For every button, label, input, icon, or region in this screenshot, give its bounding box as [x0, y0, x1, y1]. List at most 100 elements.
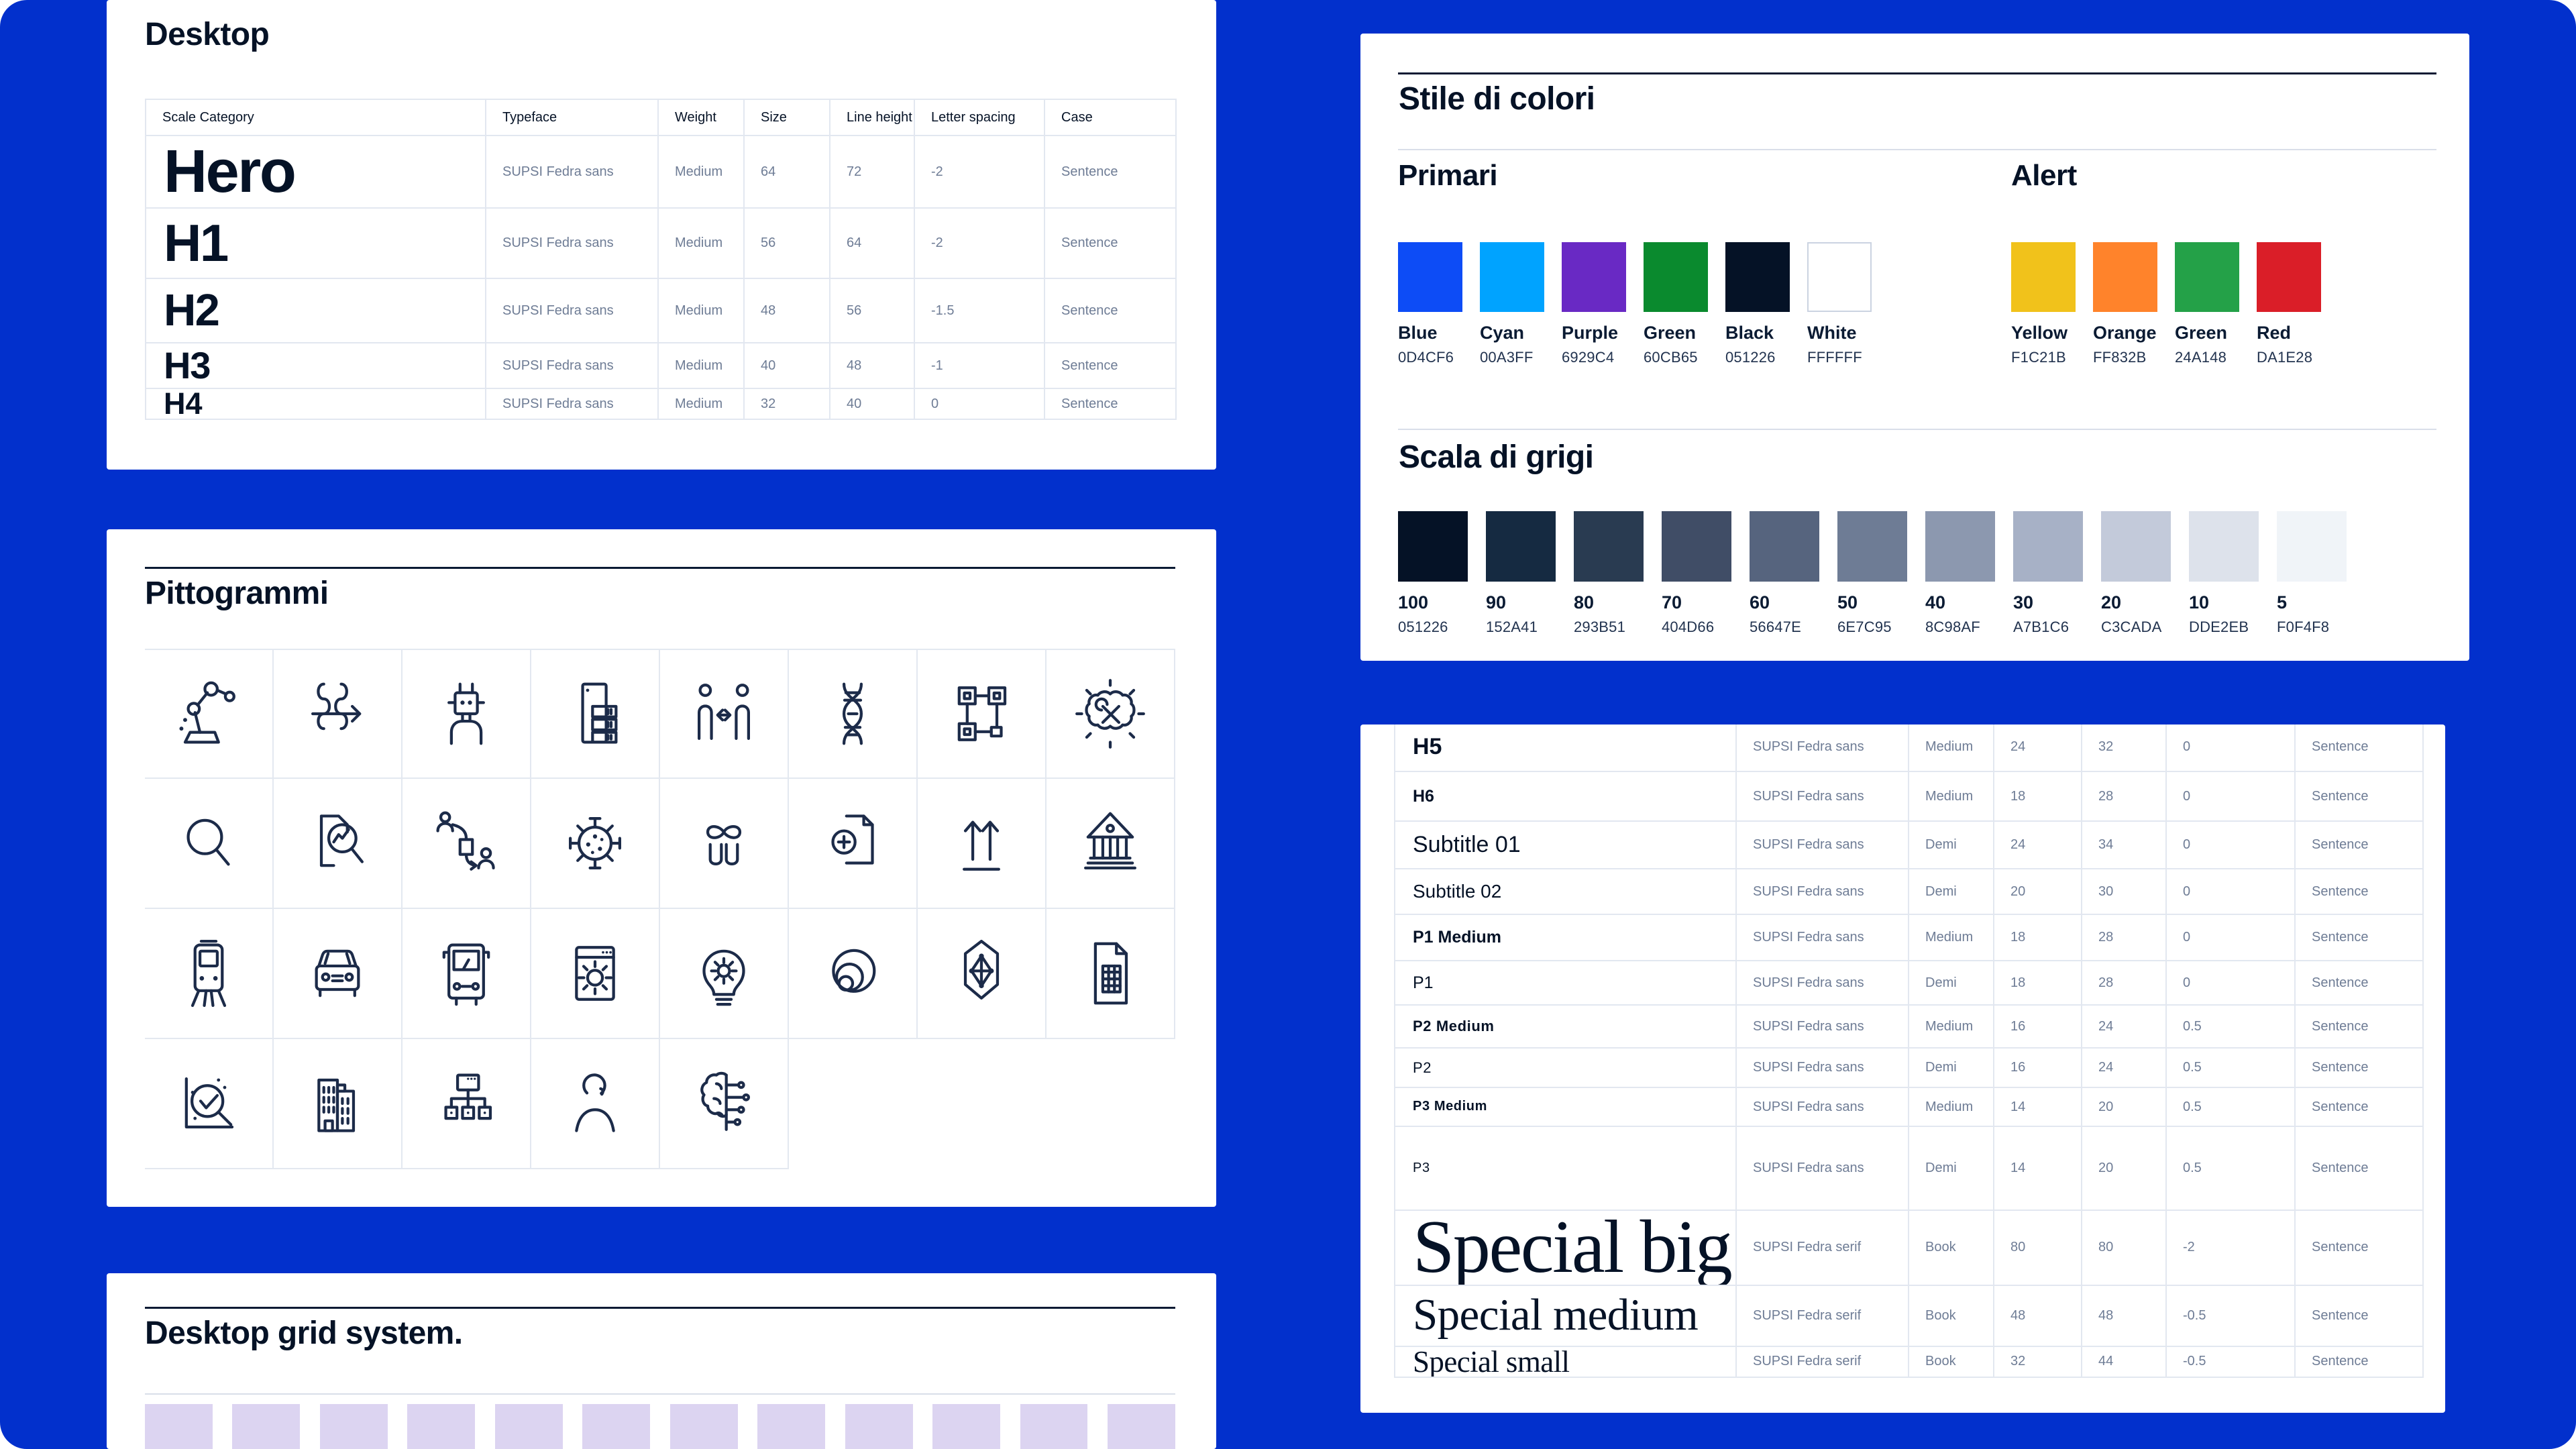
color-swatch: White FFFFFF: [1807, 242, 1872, 366]
color-hex: 24A148: [2175, 349, 2227, 366]
pictogram-row: [145, 779, 1175, 909]
weight-cell: Medium: [1908, 1087, 1994, 1127]
gray-chip: [1925, 511, 1995, 582]
line-height-cell: 64: [829, 207, 915, 279]
scale-category-cell: H4: [145, 387, 486, 421]
typeface-cell: SUPSI Fedra serif: [1735, 1284, 1909, 1347]
table-row: H1 SUPSI Fedra sans Medium 56 64 -2 Sent…: [145, 207, 1177, 279]
line-height-cell: 28: [2081, 960, 2167, 1006]
gray-level: 5: [2277, 592, 2288, 612]
case-cell: Sentence: [1044, 278, 1177, 343]
color-name: Red: [2257, 323, 2292, 343]
typeface-cell: SUPSI Fedra sans: [1735, 724, 1909, 772]
idea-gear-icon: [684, 934, 763, 1013]
gray-hex: 6E7C95: [1837, 619, 1892, 635]
line-height-cell: 80: [2081, 1210, 2167, 1286]
scale-category-cell: H2: [145, 278, 486, 343]
color-name: Purple: [1562, 323, 1619, 343]
gray-swatch: 5 F0F4F8: [2277, 511, 2347, 636]
line-height-cell: 28: [2081, 771, 2167, 822]
gray-chip: [1398, 511, 1468, 582]
subsection-title-primari: Primari: [1398, 159, 1498, 192]
pictogram-cell: [918, 779, 1046, 909]
letter-spacing-cell: 0: [914, 387, 1045, 421]
letter-spacing-cell: 0.5: [2165, 1087, 2296, 1127]
typeface-cell: SUPSI Fedra sans: [1735, 1047, 1909, 1088]
typeface-cell: SUPSI Fedra sans: [485, 387, 659, 421]
gray-chip: [2101, 511, 2171, 582]
table-row: Hero SUPSI Fedra sans Medium 64 72 -2 Se…: [145, 135, 1177, 209]
gray-swatch: 40 8C98AF: [1925, 511, 1995, 636]
flow-arrows-icon: [298, 674, 377, 753]
weight-cell: Demi: [1908, 1126, 1994, 1211]
spiral-shell-icon: [813, 934, 892, 1013]
typeface-cell: SUPSI Fedra serif: [1735, 1345, 1909, 1378]
case-cell: Sentence: [2294, 771, 2424, 822]
color-swatch: Black 051226: [1725, 242, 1790, 366]
pictogram-cell: [1046, 649, 1175, 779]
gray-swatch: 50 6E7C95: [1837, 511, 1907, 636]
table-row: Special medium SUPSI Fedra serif Book 48…: [1394, 1284, 2424, 1347]
weight-cell: Medium: [657, 135, 745, 209]
typeface-cell: SUPSI Fedra sans: [1735, 1126, 1909, 1211]
gray-level: 20: [2101, 592, 2122, 612]
typeface-cell: SUPSI Fedra sans: [1735, 914, 1909, 961]
table-row: H6 SUPSI Fedra sans Medium 18 28 0 Sente…: [1394, 771, 2424, 822]
server-rack-icon: [555, 674, 635, 753]
scale-category-cell: Subtitle 02: [1394, 868, 1737, 915]
size-cell: 18: [1993, 771, 2082, 822]
subsection-title-alert: Alert: [2011, 159, 2077, 192]
color-hex: 0D4CF6: [1398, 349, 1454, 366]
pictogram-row: [145, 649, 1175, 779]
scale-category-cell: P3: [1394, 1126, 1737, 1211]
divider: [1398, 72, 2436, 74]
table-row: H5 SUPSI Fedra sans Medium 24 32 0 Sente…: [1394, 724, 2424, 772]
browser-settings-icon: [555, 934, 635, 1013]
case-cell: Sentence: [2294, 1126, 2424, 1211]
pictogram-cell: [1046, 779, 1175, 909]
panel-typography-desktop: Desktop Scale Category Typeface Weight Size…: [107, 0, 1216, 470]
color-chip: [2175, 242, 2239, 312]
line-height-cell: 24: [2081, 1004, 2167, 1049]
pictogram-cell: [531, 1039, 660, 1169]
typeface-cell: SUPSI Fedra sans: [485, 135, 659, 209]
letter-spacing-cell: -1: [914, 342, 1045, 389]
column-header: Size: [743, 99, 830, 136]
spreadsheet-icon: [1071, 934, 1150, 1013]
size-cell: 32: [1993, 1345, 2082, 1378]
color-chip: [1644, 242, 1708, 312]
color-swatch: Orange FF832B: [2093, 242, 2157, 366]
color-name: Orange: [2093, 323, 2157, 343]
case-cell: Sentence: [2294, 1345, 2424, 1378]
grayscale-swatch-row: 100 051226 90 152A41 80 293B51 7: [1398, 511, 2347, 636]
table-row: P1 SUPSI Fedra sans Demi 18 28 0 Sentenc…: [1394, 960, 2424, 1006]
typography-table-continued: H5 SUPSI Fedra sans Medium 24 32 0 Sente…: [1394, 724, 2424, 1378]
color-name: Cyan: [1480, 323, 1525, 343]
section-title-desktop: Desktop: [145, 17, 270, 52]
weight-cell: Book: [1908, 1345, 1994, 1378]
color-swatch: Yellow F1C21B: [2011, 242, 2076, 366]
gray-chip: [1574, 511, 1644, 582]
case-cell: Sentence: [2294, 1210, 2424, 1286]
pictogram-cell: [660, 1039, 789, 1169]
gray-level: 90: [1486, 592, 1507, 612]
grid-column: [932, 1404, 1001, 1449]
letter-spacing-cell: 0: [2165, 724, 2296, 772]
scale-category-cell: H6: [1394, 771, 1737, 822]
magnifier-icon: [169, 804, 248, 883]
section-title-grid-system: Desktop grid system.: [145, 1316, 463, 1351]
letter-spacing-cell: 0.5: [2165, 1004, 2296, 1049]
color-hex: FFFFFF: [1807, 349, 1862, 366]
gray-swatch: 100 051226: [1398, 511, 1468, 636]
gray-level: 60: [1750, 592, 1770, 612]
size-cell: 40: [743, 342, 830, 389]
color-chip: [1480, 242, 1544, 312]
pictogram-cell: [660, 909, 789, 1039]
typeface-cell: SUPSI Fedra sans: [1735, 771, 1909, 822]
pictogram-cell: [145, 1039, 274, 1169]
table-row: P2 SUPSI Fedra sans Demi 16 24 0.5 Sente…: [1394, 1047, 2424, 1088]
weight-cell: Book: [1908, 1284, 1994, 1347]
size-cell: 14: [1993, 1126, 2082, 1211]
connected-nodes-icon: [942, 674, 1021, 753]
